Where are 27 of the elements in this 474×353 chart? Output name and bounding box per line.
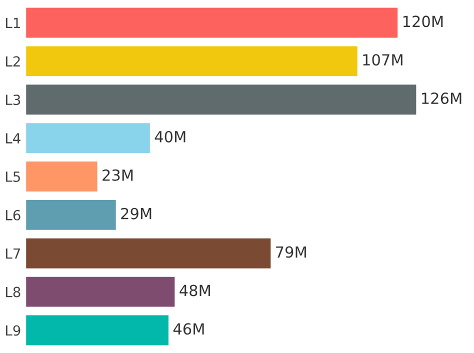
data-label: 40M <box>154 130 186 142</box>
y-tick-label: L7 <box>6 248 20 259</box>
y-tick-label: L8 <box>6 286 20 298</box>
bar <box>26 200 116 230</box>
y-tick-label: L2 <box>6 56 20 66</box>
bar <box>26 84 416 115</box>
bar <box>26 162 98 192</box>
data-label: 46M <box>173 323 204 335</box>
y-tick-label: L9 <box>6 325 20 336</box>
y-tick-label: L3 <box>6 94 20 106</box>
data-label: 126M <box>422 92 462 104</box>
bar <box>26 315 168 346</box>
data-label: 29M <box>121 208 152 220</box>
data-label: 120M <box>403 16 443 28</box>
y-tick-label: L5 <box>6 172 20 182</box>
y-tick-label: L6 <box>6 210 20 220</box>
bar <box>26 8 398 38</box>
data-label: 48M <box>180 284 210 296</box>
bar <box>26 238 271 268</box>
data-label: 107M <box>363 54 402 66</box>
bar <box>26 276 175 307</box>
bar <box>26 123 150 154</box>
y-tick-label: L1 <box>6 18 20 28</box>
y-tick-label: L4 <box>6 133 20 144</box>
data-label: 23M <box>102 169 133 181</box>
bar <box>26 46 358 76</box>
data-label: 79M <box>276 246 306 258</box>
